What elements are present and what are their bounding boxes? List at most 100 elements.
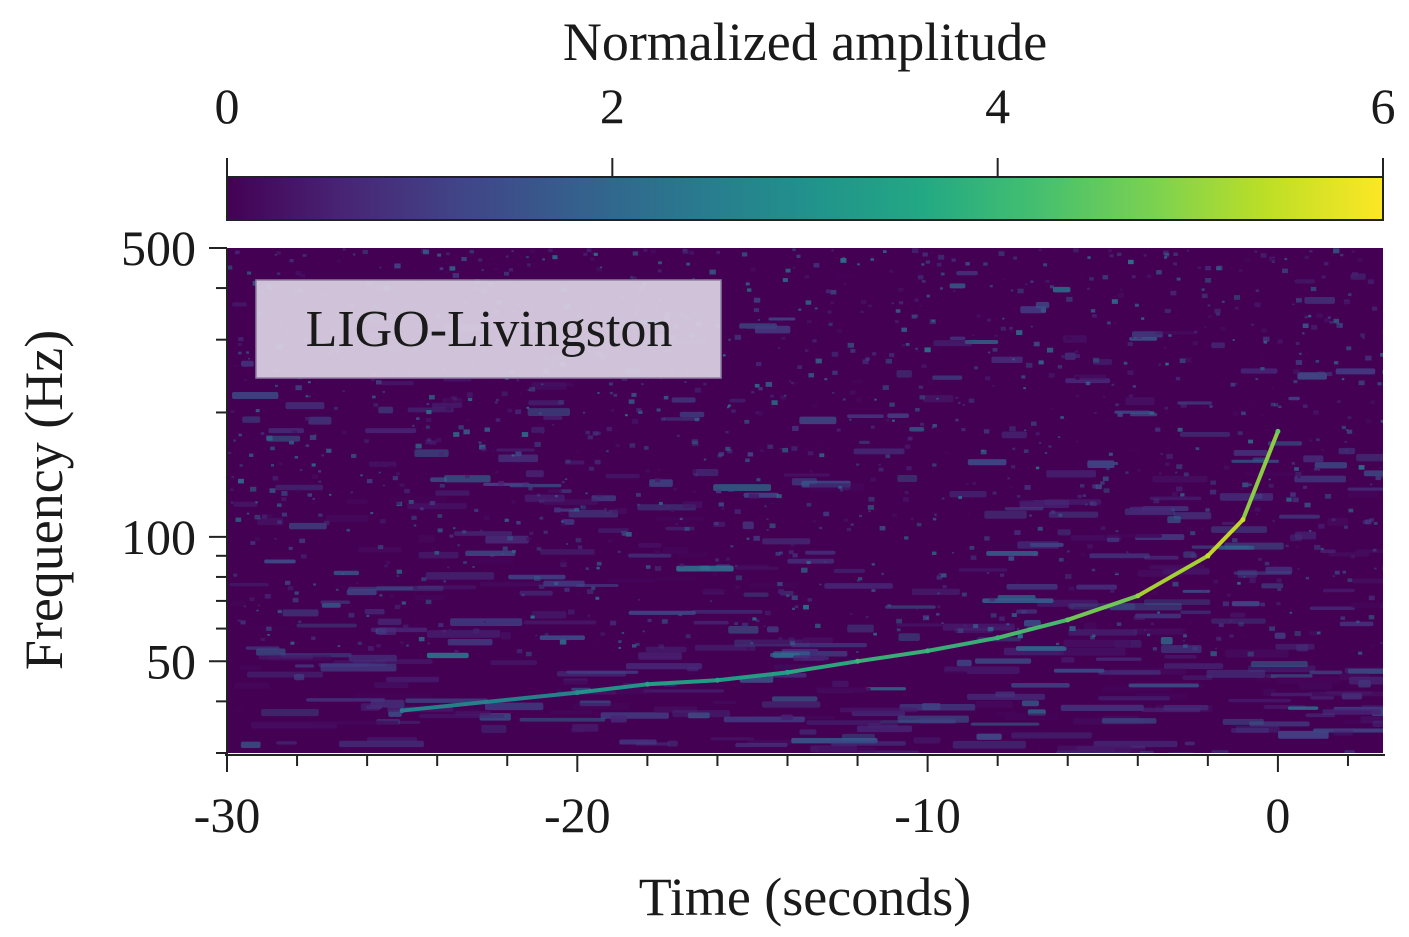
noise-speckle (439, 483, 445, 488)
noise-patch (1149, 496, 1202, 501)
noise-patch (628, 553, 672, 558)
noise-speckle (855, 397, 863, 403)
noise-patch (1129, 506, 1172, 515)
noise-patch (315, 497, 329, 505)
noise-speckle (885, 358, 892, 364)
noise-patch (1304, 297, 1335, 304)
noise-speckle (1023, 387, 1026, 390)
noise-speckle (703, 382, 707, 386)
noise-speckle (437, 514, 443, 518)
noise-speckle (1244, 258, 1251, 263)
noise-speckle (1176, 464, 1183, 469)
noise-speckle (1075, 440, 1079, 443)
noise-speckle (1055, 642, 1060, 646)
noise-speckle (1380, 353, 1383, 357)
noise-patch (909, 426, 925, 432)
noise-patch (991, 730, 1050, 736)
noise-patch (1274, 632, 1286, 639)
noise-speckle (1092, 314, 1097, 318)
noise-patch (933, 671, 968, 676)
noise-speckle (310, 501, 316, 506)
noise-speckle (362, 249, 368, 255)
noise-patch (1184, 741, 1195, 746)
noise-patch (296, 623, 357, 628)
noise-patch (230, 600, 246, 606)
noise-speckle (1356, 460, 1360, 463)
noise-speckle (836, 328, 843, 334)
noise-patch (1133, 615, 1146, 620)
noise-speckle (730, 545, 734, 548)
noise-speckle (318, 513, 323, 517)
noise-speckle (1320, 547, 1324, 551)
noise-speckle (418, 636, 425, 642)
signal-point (1205, 553, 1211, 559)
noise-patch (1167, 516, 1181, 524)
noise-patch (1098, 670, 1161, 675)
noise-patch (625, 663, 703, 670)
noise-patch (360, 703, 380, 711)
noise-speckle (790, 543, 795, 547)
noise-speckle (1186, 526, 1193, 532)
noise-patch (1233, 571, 1292, 575)
noise-patch (799, 416, 837, 425)
noise-patch (549, 710, 594, 714)
noise-speckle (728, 338, 732, 341)
noise-speckle (735, 585, 740, 589)
noise-speckle (992, 491, 997, 495)
noise-speckle (968, 398, 975, 403)
noise-speckle (1303, 485, 1307, 489)
noise-speckle (1027, 370, 1032, 374)
noise-speckle (1115, 403, 1119, 407)
noise-speckle (565, 543, 569, 545)
noise-patch (240, 624, 289, 631)
noise-speckle (585, 567, 589, 570)
noise-patch (1309, 606, 1356, 610)
noise-patch (1347, 487, 1383, 491)
noise-speckle (1128, 259, 1134, 265)
noise-speckle (716, 489, 722, 494)
noise-speckle (309, 435, 317, 440)
noise-patch (431, 402, 463, 408)
noise-speckle (491, 450, 495, 453)
noise-speckle (1180, 493, 1185, 497)
noise-patch (1379, 626, 1383, 631)
noise-speckle (453, 432, 460, 437)
signal-segment (400, 690, 580, 713)
noise-patch (435, 490, 470, 496)
noise-speckle (872, 352, 877, 356)
noise-speckle (1176, 486, 1183, 492)
noise-patch (1360, 716, 1383, 724)
noise-speckle (1106, 355, 1109, 357)
noise-patch (1155, 331, 1195, 335)
noise-speckle (247, 271, 252, 275)
noise-speckle (1316, 438, 1320, 441)
noise-speckle (870, 425, 875, 429)
noise-patch (1061, 657, 1075, 663)
noise-speckle (396, 472, 401, 476)
noise-speckle (1010, 289, 1014, 292)
noise-speckle (346, 528, 350, 532)
noise-speckle (1241, 488, 1244, 490)
noise-patch (1163, 663, 1224, 669)
noise-speckle (530, 615, 535, 619)
noise-patch (450, 618, 523, 626)
noise-speckle (725, 446, 731, 451)
noise-speckle (1163, 346, 1167, 349)
noise-speckle (228, 451, 232, 455)
noise-speckle (561, 480, 565, 484)
noise-speckle (577, 545, 583, 549)
noise-speckle (966, 482, 969, 485)
noise-patch (1093, 740, 1178, 748)
noise-speckle (791, 446, 798, 451)
signal-segment (995, 617, 1070, 640)
noise-speckle (478, 441, 482, 444)
noise-speckle (775, 551, 781, 556)
noise-speckle (748, 618, 752, 621)
y-tick-label: 100 (121, 509, 196, 565)
noise-speckle (266, 435, 273, 441)
noise-speckle (1183, 634, 1187, 638)
noise-speckle (1060, 416, 1064, 419)
noise-speckle (1067, 336, 1072, 340)
noise-patch (264, 559, 296, 564)
noise-speckle (781, 336, 786, 340)
